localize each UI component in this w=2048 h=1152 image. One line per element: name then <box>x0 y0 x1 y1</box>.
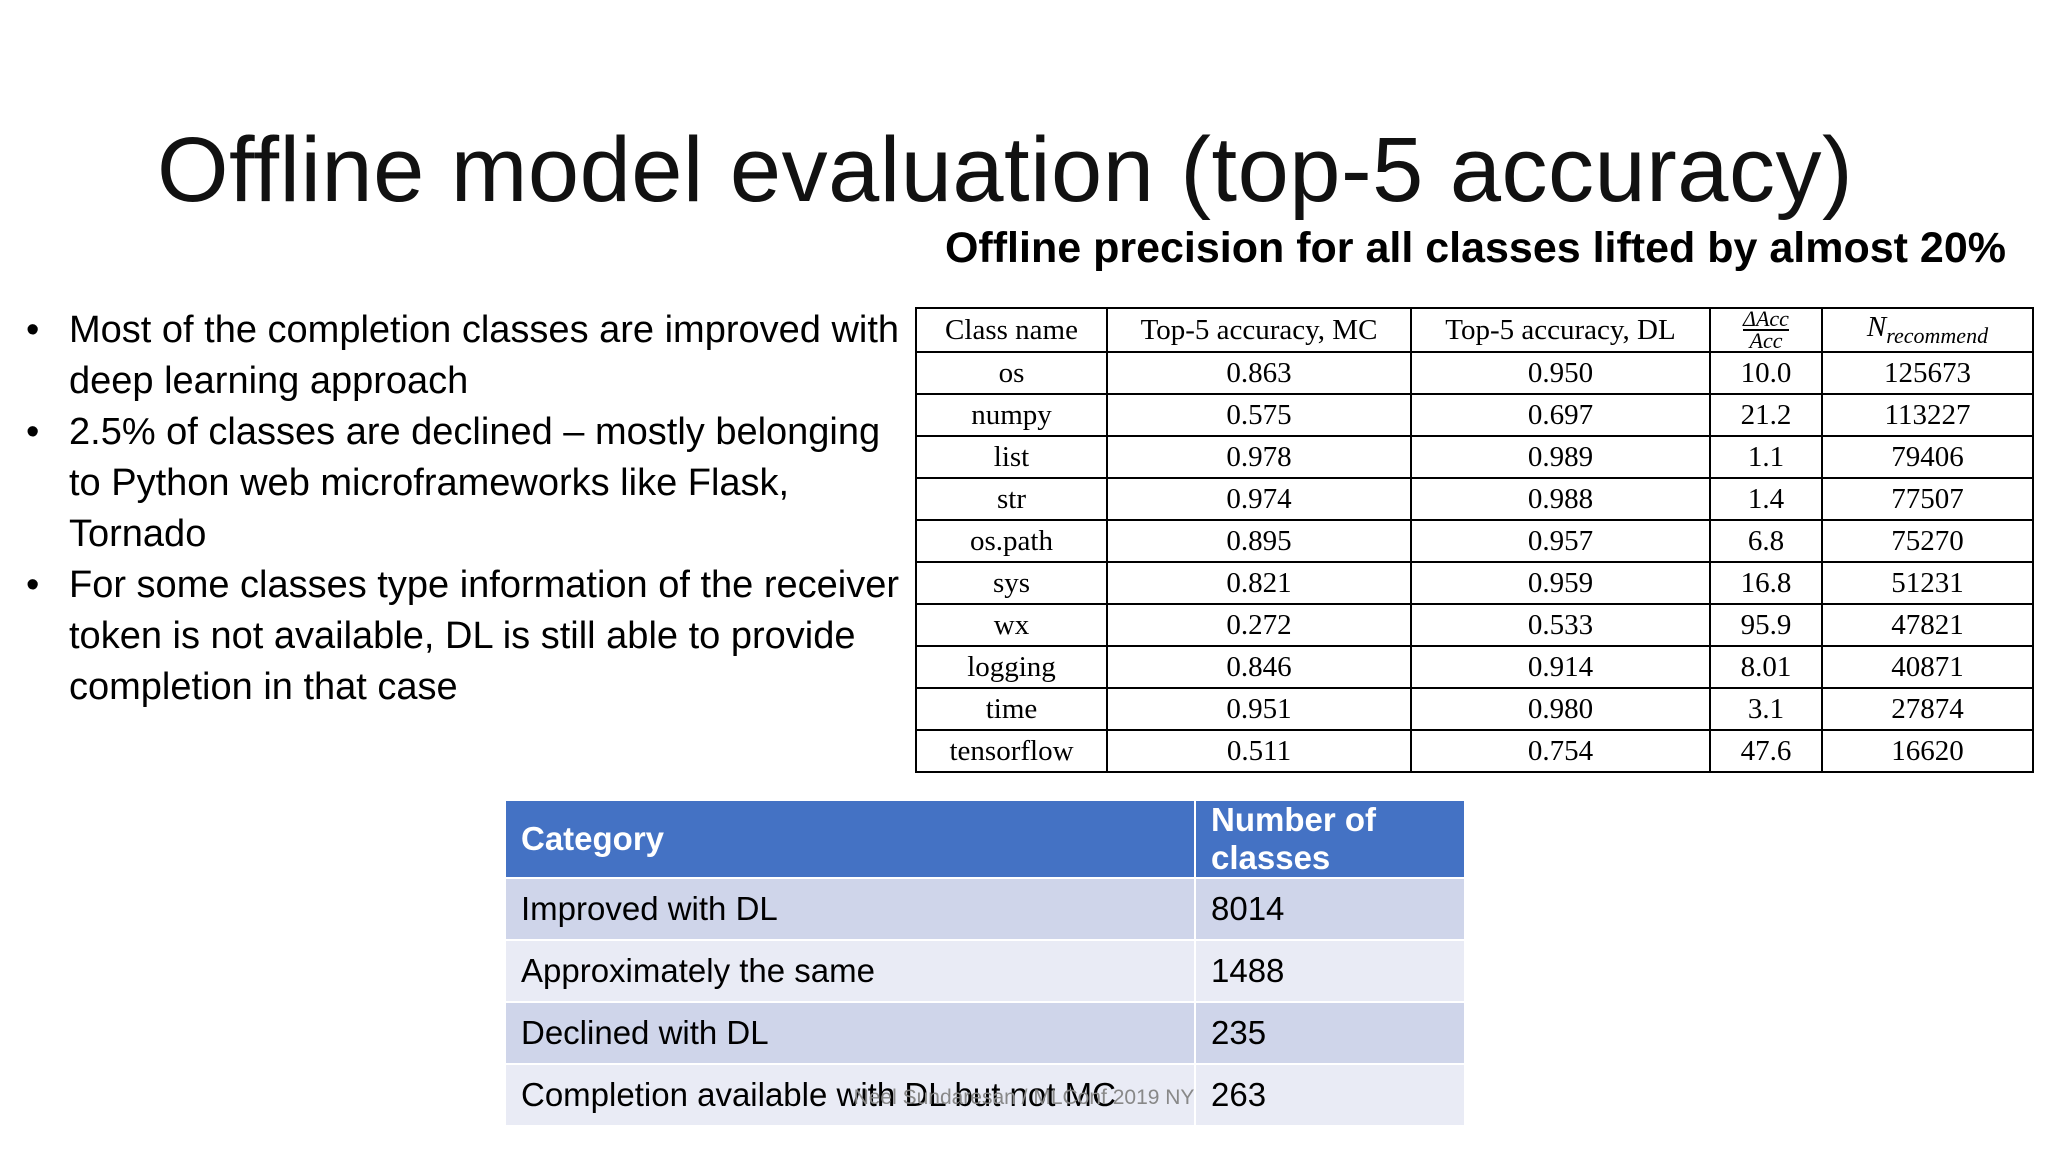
denominator: Acc <box>1749 328 1783 353</box>
table-cell: 75270 <box>1821 519 2034 563</box>
table-cell: 1.1 <box>1709 435 1823 479</box>
table-cell: os.path <box>915 519 1108 563</box>
table-row: Completion available with DL but not MC 2… <box>504 1063 1466 1127</box>
table-cell: 0.950 <box>1410 351 1711 395</box>
table-cell: Declined with DL <box>504 1001 1196 1065</box>
table-cell: 0.821 <box>1106 561 1412 605</box>
table-cell: 77507 <box>1821 477 2034 521</box>
table-cell: 10.0 <box>1709 351 1823 395</box>
bullet: Most of the completion classes are impro… <box>26 305 906 407</box>
subtitle: Offline precision for all classes lifted… <box>944 224 2006 272</box>
header-cell: Top-5 accuracy, DL <box>1410 307 1711 353</box>
header-cell: Nrecommend <box>1821 307 2034 353</box>
table-cell: 235 <box>1194 1001 1466 1065</box>
table-row: time 0.951 0.980 3.1 27874 <box>915 687 2034 731</box>
header-cell: Category <box>504 799 1196 879</box>
table-cell: 47821 <box>1821 603 2034 647</box>
symbol-base: N <box>1866 311 1887 344</box>
header-row: Class name Top-5 accuracy, MC Top-5 accura… <box>915 306 2034 353</box>
table-cell: Approximately the same <box>504 939 1196 1003</box>
table-cell: 0.978 <box>1106 435 1412 479</box>
table-cell: time <box>915 687 1108 731</box>
table-cell: logging <box>915 645 1108 689</box>
footer: Neel Sundaresan / MLConf 2019 NY <box>853 1086 1195 1109</box>
table-cell: 0.511 <box>1106 729 1412 773</box>
table-cell: 0.957 <box>1410 519 1711 563</box>
header-row: Category Number of classes <box>504 799 1466 879</box>
bullet-list: Most of the completion classes are impro… <box>26 305 906 713</box>
table-cell: 51231 <box>1821 561 2034 605</box>
header-cell: Number of classes <box>1194 799 1466 879</box>
bullet: For some classes type information of the… <box>26 560 906 713</box>
table-cell: str <box>915 477 1108 521</box>
table-cell: tensorflow <box>915 729 1108 773</box>
table-cell: 0.980 <box>1410 687 1711 731</box>
symbol-sub: recommend <box>1886 322 1989 348</box>
accuracy-table: Class name Top-5 accuracy, MC Top-5 accura… <box>915 307 2034 773</box>
table-cell: sys <box>915 561 1108 605</box>
table-cell: 125673 <box>1821 351 2034 395</box>
table-cell: 27874 <box>1821 687 2034 731</box>
table-cell: 8.01 <box>1709 645 1823 689</box>
table-cell: 0.575 <box>1106 393 1412 437</box>
table-cell: 6.8 <box>1709 519 1823 563</box>
table-row: numpy 0.575 0.697 21.2 113227 <box>915 393 2034 437</box>
table-cell: 16.8 <box>1709 561 1823 605</box>
table-cell: wx <box>915 603 1108 647</box>
table-cell: 79406 <box>1821 435 2034 479</box>
table-cell: 1.4 <box>1709 477 1823 521</box>
table-cell: 0.895 <box>1106 519 1412 563</box>
table-cell: 0.846 <box>1106 645 1412 689</box>
table-cell: Improved with DL <box>504 877 1196 941</box>
table-row: Approximately the same 1488 <box>504 939 1466 1003</box>
table-row: wx 0.272 0.533 95.9 47821 <box>915 603 2034 647</box>
slide-title: Offline model evaluation (top-5 accuracy… <box>157 119 1854 221</box>
table-cell: 0.974 <box>1106 477 1412 521</box>
table-cell: 8014 <box>1194 877 1466 941</box>
table-cell: 40871 <box>1821 645 2034 689</box>
table-row: Improved with DL 8014 <box>504 877 1466 941</box>
bullet: 2.5% of classes are declined – mostly be… <box>26 407 906 560</box>
table-row: str 0.974 0.988 1.4 77507 <box>915 477 2034 521</box>
table-cell: 113227 <box>1821 393 2034 437</box>
table-row: sys 0.821 0.959 16.8 51231 <box>915 561 2034 605</box>
table-cell: 21.2 <box>1709 393 1823 437</box>
table-cell: Completion available with DL but not MC <box>504 1063 1196 1127</box>
table-row: os.path 0.895 0.957 6.8 75270 <box>915 519 2034 563</box>
table-cell: list <box>915 435 1108 479</box>
table-cell: 0.959 <box>1410 561 1711 605</box>
header-cell: ΔAcc Acc <box>1709 306 1823 353</box>
header-cell: Class name <box>915 307 1108 353</box>
category-table: Category Number of classes Improved with D… <box>504 799 1466 1127</box>
table-cell: 0.272 <box>1106 603 1412 647</box>
table-cell: 0.754 <box>1410 729 1711 773</box>
table-row: os 0.863 0.950 10.0 125673 <box>915 351 2034 395</box>
table-row: list 0.978 0.989 1.1 79406 <box>915 435 2034 479</box>
numerator: ΔAcc <box>1743 306 1789 331</box>
fraction: ΔAcc Acc <box>1743 306 1789 353</box>
table-row: tensorflow 0.511 0.754 47.6 16620 <box>915 729 2034 773</box>
table-cell: 1488 <box>1194 939 1466 1003</box>
table-cell: 0.988 <box>1410 477 1711 521</box>
table-cell: os <box>915 351 1108 395</box>
table-row: Declined with DL 235 <box>504 1001 1466 1065</box>
header-cell: Top-5 accuracy, MC <box>1106 307 1412 353</box>
table-cell: 0.697 <box>1410 393 1711 437</box>
table-cell: 3.1 <box>1709 687 1823 731</box>
table-cell: 263 <box>1194 1063 1466 1127</box>
table-cell: 0.951 <box>1106 687 1412 731</box>
table-cell: 0.533 <box>1410 603 1711 647</box>
table-cell: numpy <box>915 393 1108 437</box>
table-cell: 47.6 <box>1709 729 1823 773</box>
table-cell: 0.863 <box>1106 351 1412 395</box>
table-cell: 0.989 <box>1410 435 1711 479</box>
table-row: logging 0.846 0.914 8.01 40871 <box>915 645 2034 689</box>
symbol: Nrecommend <box>1866 311 1988 347</box>
table-cell: 0.914 <box>1410 645 1711 689</box>
table-cell: 95.9 <box>1709 603 1823 647</box>
table-cell: 16620 <box>1821 729 2034 773</box>
